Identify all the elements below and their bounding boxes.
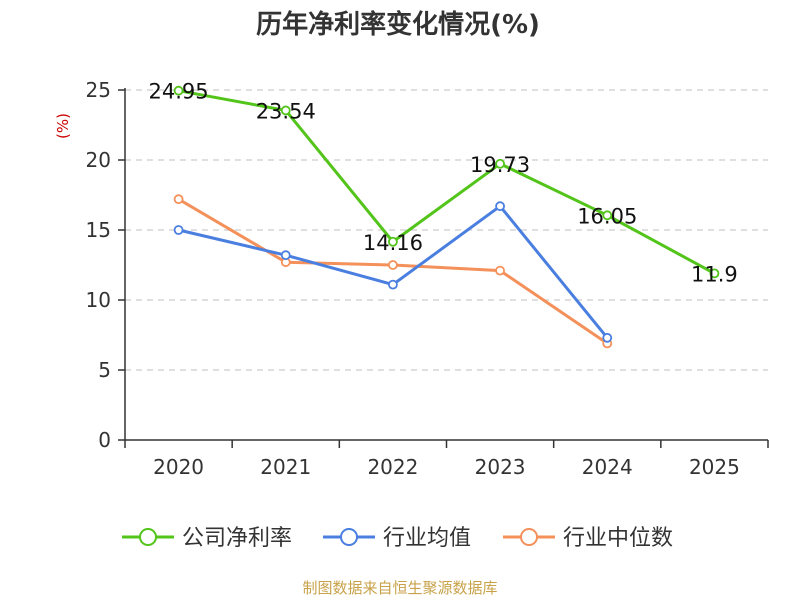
data-label: 14.16 — [363, 231, 423, 255]
y-tick-label: 25 — [86, 78, 111, 102]
source-note: 制图数据来自恒生聚源数据库 — [302, 579, 497, 597]
data-point — [173, 194, 184, 205]
y-axis-unit-label: (%) — [54, 113, 72, 139]
series-line — [177, 197, 609, 345]
data-point — [280, 250, 291, 261]
data-point — [495, 265, 505, 276]
x-tick-label: 2025 — [689, 455, 740, 479]
data-labels: 24.95 23.54 14.16 19.73 16.05 11.9 — [149, 80, 738, 287]
gridlines — [125, 89, 768, 371]
data-point — [495, 201, 505, 212]
data-label: 23.54 — [256, 99, 316, 123]
data-point — [495, 158, 505, 169]
legend-label: 公司净利率 — [182, 526, 292, 551]
data-label: 24.95 — [149, 80, 209, 104]
x-tick-label: 2021 — [260, 455, 311, 479]
data-point — [602, 210, 613, 221]
y-tick-label: 10 — [86, 288, 111, 312]
y-tick-label: 5 — [98, 358, 111, 382]
legend: 公司净利率 行业均值 行业中位数 — [122, 526, 673, 551]
legend-swatch-marker — [520, 528, 538, 546]
legend-label: 行业中位数 — [563, 526, 673, 551]
series-lines — [173, 85, 720, 349]
data-point — [173, 225, 184, 235]
series-line — [178, 204, 609, 339]
x-tick-label: 2024 — [582, 455, 633, 479]
data-point — [388, 260, 398, 270]
x-tick-label: 2023 — [475, 455, 526, 479]
data-point — [388, 236, 398, 247]
y-tick-label: 15 — [86, 218, 111, 242]
x-tick-label: 2020 — [153, 455, 204, 479]
x-tick-label: 2022 — [367, 455, 418, 479]
data-label: 16.05 — [577, 204, 637, 228]
data-point — [280, 105, 291, 116]
legend-swatch-marker — [139, 528, 157, 546]
legend-label: 行业均值 — [383, 526, 471, 551]
series-line — [178, 89, 716, 275]
data-label: 11.9 — [691, 262, 738, 286]
data-label: 19.73 — [470, 153, 530, 177]
y-tick-label: 0 — [98, 428, 111, 452]
chart-title: 历年净利率变化情况(%) — [256, 9, 540, 40]
legend-swatch-marker — [340, 528, 358, 546]
data-point — [173, 85, 184, 96]
data-point — [388, 279, 398, 290]
data-point — [709, 268, 720, 279]
data-point — [602, 332, 613, 343]
y-tick-label: 20 — [86, 148, 111, 172]
